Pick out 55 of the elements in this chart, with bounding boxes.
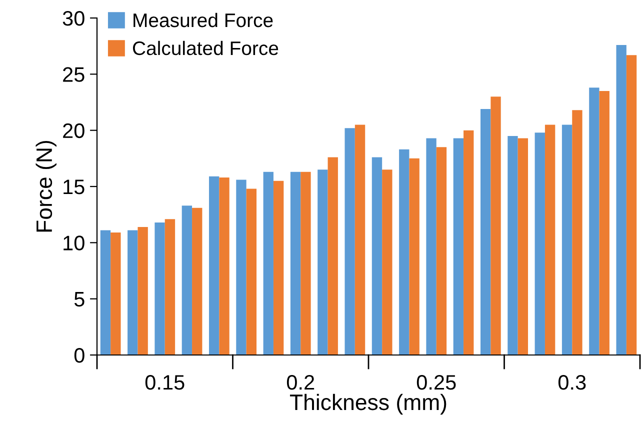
bar	[562, 124, 572, 355]
bar	[164, 219, 176, 355]
bar	[128, 230, 138, 355]
bar	[399, 149, 410, 355]
y-tick-label: 0	[74, 348, 84, 363]
bar	[382, 170, 392, 355]
bar	[236, 180, 246, 355]
bar	[354, 124, 366, 355]
bar	[328, 157, 338, 355]
bar	[192, 208, 202, 355]
x-tick-label: 0.15	[145, 374, 184, 390]
legend-label: Calculated Force	[132, 40, 278, 56]
bar	[518, 138, 528, 355]
bar	[409, 158, 420, 355]
y-tick-label: 20	[63, 123, 84, 138]
bar	[464, 130, 474, 355]
bar	[138, 226, 148, 355]
bar	[290, 172, 301, 355]
bar	[372, 157, 382, 355]
bar	[426, 138, 436, 355]
bar	[246, 188, 257, 355]
bar	[490, 96, 501, 355]
x-axis-title: Thickness (mm)	[290, 394, 446, 415]
bar	[626, 55, 637, 355]
y-tick-label: 25	[63, 67, 84, 82]
x-tick-label: 0.25	[416, 374, 456, 390]
bar	[110, 232, 121, 355]
bar	[219, 178, 230, 355]
bar	[508, 136, 518, 355]
bar	[616, 44, 626, 355]
bar	[273, 180, 284, 355]
y-tick-label: 15	[64, 180, 84, 194]
bar	[154, 222, 165, 355]
bar	[436, 147, 447, 355]
bar	[100, 230, 111, 355]
bar	[599, 91, 610, 355]
y-tick-label: 5	[74, 292, 84, 307]
bar	[572, 110, 582, 355]
y-tick-label: 30	[62, 11, 84, 26]
bar	[344, 128, 355, 355]
bar	[453, 138, 464, 355]
bar	[300, 172, 311, 355]
bar	[480, 108, 491, 355]
x-tick-label: 0.3	[558, 374, 586, 390]
legend-label: Measured Force	[134, 12, 273, 28]
bar	[208, 176, 220, 355]
bar	[544, 124, 556, 355]
y-tick-label: 10	[64, 236, 84, 250]
bar	[182, 206, 192, 355]
y-axis-title: Force (N)	[36, 140, 56, 232]
bar	[318, 170, 328, 355]
bar	[263, 172, 274, 355]
bar	[534, 132, 545, 355]
x-tick-label: 0.2	[286, 374, 314, 390]
bar	[589, 88, 600, 355]
